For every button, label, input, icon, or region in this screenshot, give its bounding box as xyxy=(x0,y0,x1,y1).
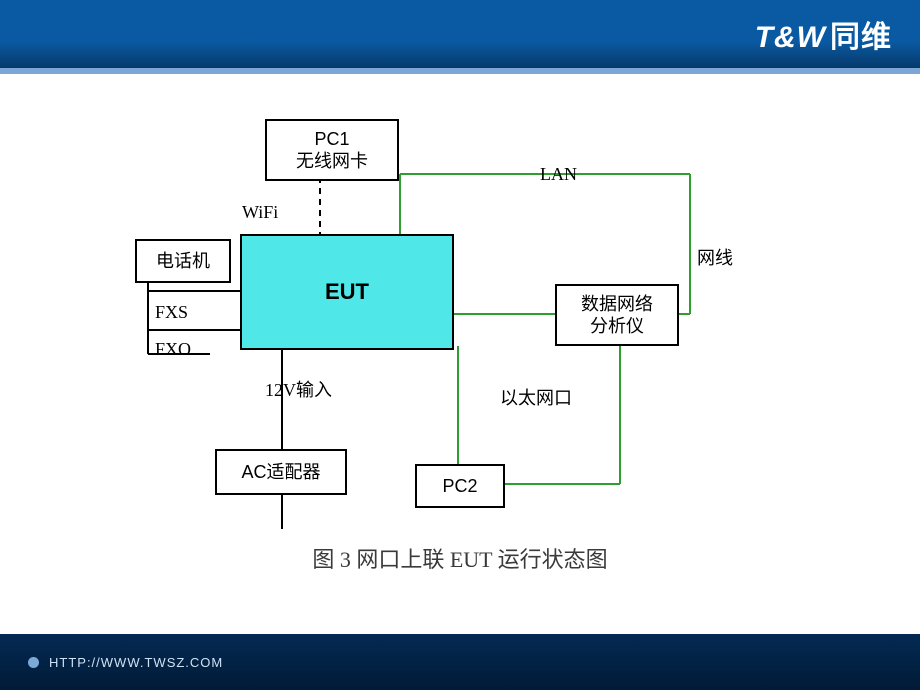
label-v12: 12V输入 xyxy=(265,376,332,402)
footer-url: HTTP://WWW.TWSZ.COM xyxy=(49,655,223,670)
label-wifi: WiFi xyxy=(242,202,278,223)
label-netwire: 网线 xyxy=(697,244,733,270)
label-fxs: FXS xyxy=(155,302,188,323)
node-analyzer: 数据网络 分析仪 xyxy=(555,284,679,346)
node-pc2: PC2 xyxy=(415,464,505,508)
figure-caption: 图 3 网口上联 EUT 运行状态图 xyxy=(0,542,920,574)
label-ethport: 以太网口 xyxy=(500,384,572,410)
header-bar: T&W同维 xyxy=(0,0,920,68)
label-fxo: FXO xyxy=(155,339,191,360)
brand-logo: T&W同维 xyxy=(755,12,892,56)
footer-bullet-icon xyxy=(28,657,39,668)
label-lan: LAN xyxy=(540,164,577,185)
node-phone: 电话机 xyxy=(135,239,231,283)
node-eut: EUT xyxy=(240,234,454,350)
brand-en: T&W xyxy=(755,21,826,54)
diagram-canvas: PC1 无线网卡电话机EUT 数据网络 分析仪 AC适配器 PC2 WiFi LAN 网线 F… xyxy=(0,74,920,634)
footer-bar: HTTP://WWW.TWSZ.COM xyxy=(0,634,920,690)
node-pc1: PC1 无线网卡 xyxy=(265,119,399,181)
node-ac: AC适配器 xyxy=(215,449,347,495)
brand-cn: 同维 xyxy=(830,21,892,54)
